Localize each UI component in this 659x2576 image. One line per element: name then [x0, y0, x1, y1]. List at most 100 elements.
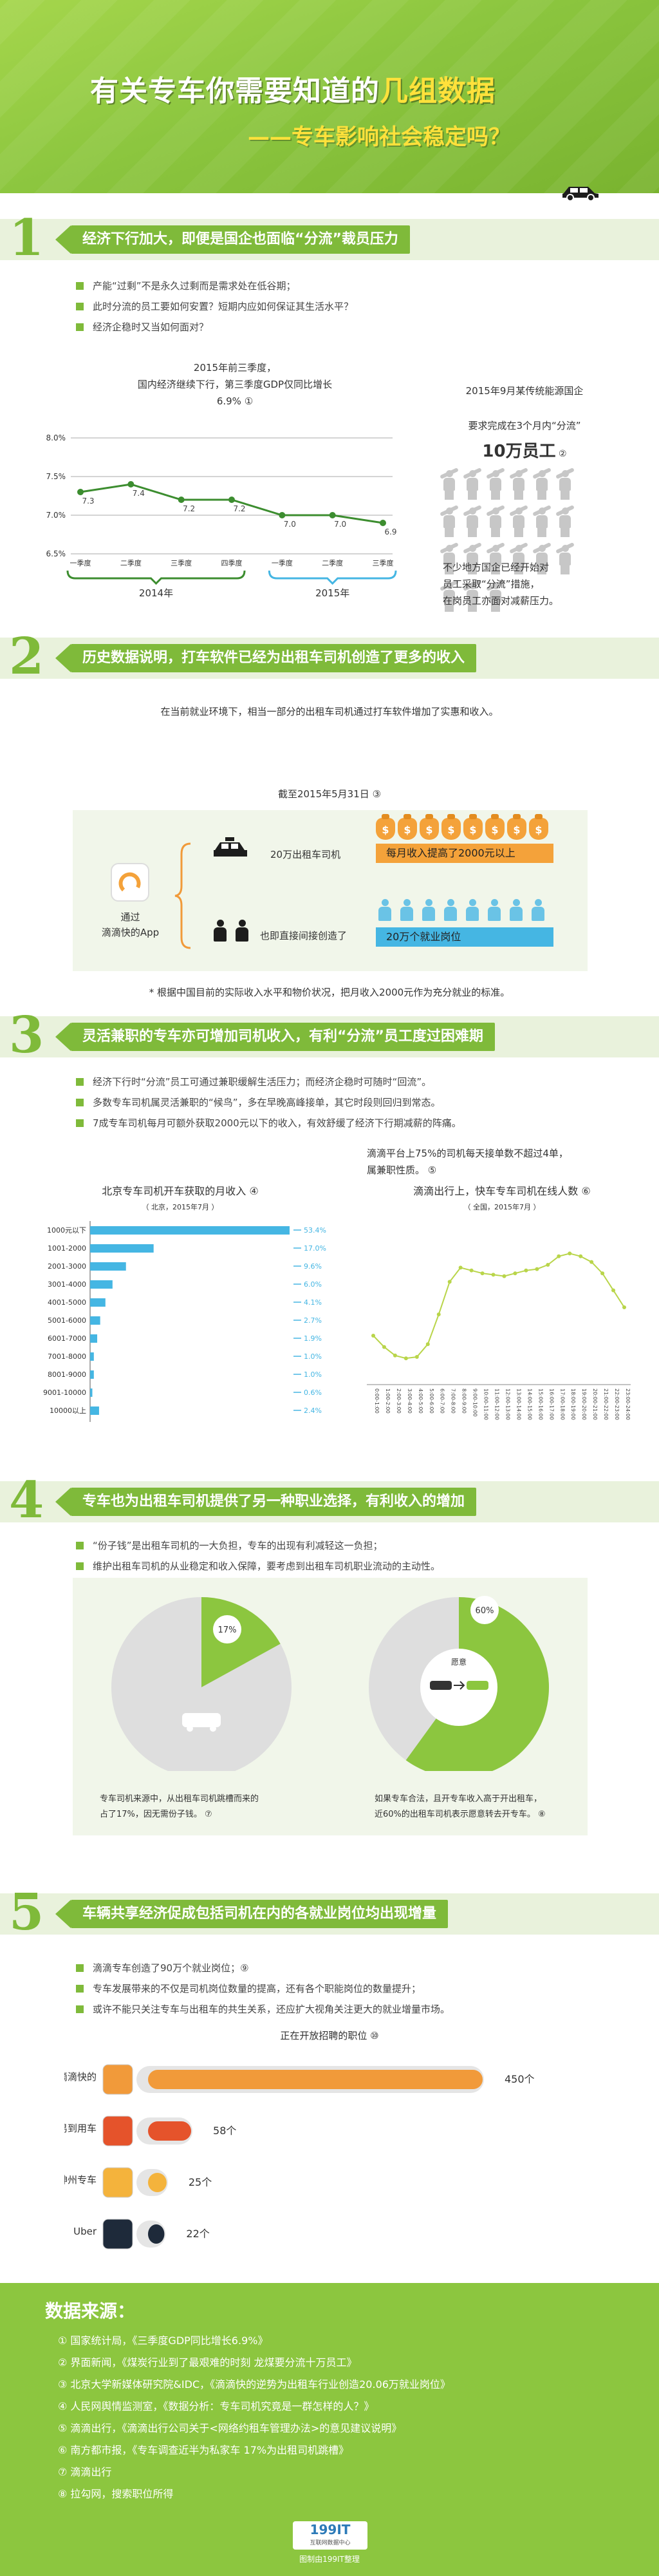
y-tick-label: 7.0% [46, 511, 66, 520]
data-label: 7.0 [334, 520, 346, 529]
person-icon [440, 542, 459, 576]
brand-logo: 199IT 互联网数据中心 [293, 2521, 367, 2550]
x-tick-label: 16:00-17:00 [548, 1388, 554, 1420]
company-value: 22个 [186, 2228, 209, 2240]
taxi-wheel [210, 1725, 216, 1732]
data-point [458, 1265, 463, 1270]
income-bar [90, 1226, 290, 1235]
income-bar [90, 1352, 94, 1361]
person-icon [509, 467, 528, 501]
data-label: 7.2 [233, 504, 245, 513]
data-point [329, 512, 336, 518]
person-icon [486, 467, 505, 501]
car-icon [467, 1681, 488, 1690]
worker-icon [420, 899, 438, 923]
person-icon [555, 504, 575, 538]
person-icon [532, 467, 552, 501]
online-series-line [373, 1253, 625, 1359]
person-icon [463, 504, 482, 538]
pie-charts: 17% 60% 愿意 [111, 1596, 549, 1771]
bar-value-label: 9.6% [304, 1262, 322, 1271]
list-item: 此时分流的员工要如何安置？短期内应如何保证其生活水平？ [76, 296, 353, 317]
x-tick-label: 5:00-6:00 [429, 1388, 434, 1414]
section-1-bullets: 产能“过剩”不是永久过剩而是需求处在低谷期； 此时分流的员工要如何安置？短期内应… [76, 276, 353, 337]
bar-value-label: 1.9% [304, 1334, 322, 1343]
x-tick-label: 20:00-21:00 [592, 1388, 598, 1420]
data-point [279, 512, 286, 518]
bar-value-label: 0.6% [304, 1388, 322, 1397]
x-tick-label: 四季度 [221, 558, 243, 567]
data-label: 6.9 [384, 527, 396, 536]
bar-category-label: 3001-4000 [48, 1280, 86, 1289]
staff-count: 10万员工 ② [482, 442, 567, 461]
income-bar [90, 1262, 126, 1271]
section-3-title: 灵活兼职的专车亦可增加司机收入，有利“分流”员工度过困难期 [55, 1023, 495, 1051]
bar-value-label: 2.7% [304, 1316, 322, 1325]
list-item: 或许不能只关注专车与出租车的共生关系，还应扩大视角关注更大的就业增量市场。 [76, 1999, 450, 2020]
subtitle: ——专车影响社会稳定吗？ [248, 124, 510, 150]
company-name: 易到用车 [64, 2123, 97, 2134]
main-title: 有关专车你需要知道的几组数据 [90, 75, 496, 108]
list-item: 产能“过剩”不是永久过剩而是需求处在低谷期； [76, 276, 353, 296]
person-icon [486, 542, 505, 576]
pie1-label: 17% [218, 1625, 237, 1635]
credit: 图制由199IT整理 [299, 2555, 360, 2564]
group-brace-2015 [268, 570, 397, 585]
money-bag-icon: $ [485, 814, 505, 840]
footer-sources: 数据来源： ① 国家统计局，《三季度GDP同比增长6.9%》 ② 界面新闻，《煤… [0, 2283, 659, 2576]
header-banner: 有关专车你需要知道的几组数据 ——专车影响社会稳定吗？ [0, 0, 659, 193]
data-point [425, 1342, 430, 1347]
person-icon [555, 542, 575, 576]
source-item: ④ 人民网舆情监测室，《数据分析：专车司机究竟是一群怎样的人？》 [58, 2400, 375, 2412]
people-grid [438, 467, 599, 620]
money-bag-icon: $ [420, 814, 439, 840]
x-tick-label: 18:00-19:00 [570, 1388, 576, 1420]
gdp-chart-caption: 2015年前三季度， 国内经济继续下行，第三季度GDP仅同比增长6.9% ① [137, 362, 333, 407]
income-bar: 每月收入提高了2000元以上 [376, 844, 553, 863]
x-tick-label: 二季度 [120, 558, 142, 567]
company-logo-icon [102, 2064, 133, 2095]
section-2-number: 2 [9, 627, 44, 686]
y-tick-label: 6.5% [46, 549, 66, 558]
jobs-bar: 20万个就业岗位 [376, 927, 553, 947]
data-point [502, 1274, 506, 1278]
income-bar [90, 1388, 93, 1397]
data-point [228, 497, 235, 503]
taxi-icon [430, 1681, 452, 1690]
data-point [622, 1305, 626, 1309]
bar-category-label: 2001-3000 [48, 1262, 86, 1271]
section-4-number: 4 [9, 1471, 44, 1530]
data-point [491, 1273, 496, 1277]
data-point [436, 1312, 441, 1316]
bar-category-label: 4001-5000 [48, 1298, 86, 1307]
income-bar [90, 1316, 100, 1325]
data-point [480, 1271, 485, 1276]
data-point [600, 1271, 605, 1276]
section-5-title: 车辆共享经济促成包括司机在内的各就业岗位均出现增量 [55, 1900, 449, 1928]
x-tick-label: 一季度 [70, 558, 91, 567]
brace-icon [174, 842, 191, 949]
money-bag-icon: $ [398, 814, 417, 840]
x-tick-label: 23:00-24:00 [625, 1388, 631, 1420]
x-tick-label: 1:00-2:00 [385, 1388, 391, 1414]
data-point [127, 481, 135, 488]
data-point [546, 1263, 550, 1267]
list-item: 多数专车司机属灵活兼职的“候鸟”，多在早晚高峰接单，其它时段则回归到常态。 [76, 1092, 461, 1113]
pie1-badge [213, 1615, 241, 1643]
right-note: 滴滴平台上75%的司机每天接单数不超过4单， 属兼职性质。 ⑤ [367, 1148, 568, 1176]
company-value: 58个 [213, 2125, 236, 2137]
data-point [469, 1268, 474, 1273]
pie2-caption: 如果专车合法，且开专车收入高于开出租车， 近60%的出租车司机表示愿意转去开专车。… [375, 1794, 546, 1819]
x-tick-label: 21:00-22:00 [603, 1388, 609, 1420]
worker-icon [376, 899, 394, 923]
x-tick-label: 三季度 [373, 558, 394, 567]
job-people [376, 899, 562, 926]
x-tick-label: 17:00-18:00 [559, 1388, 565, 1420]
list-item: 经济企稳时又当如何面对？ [76, 317, 353, 337]
company-name: 神州专车 [64, 2174, 97, 2186]
data-label: 7.4 [133, 489, 145, 498]
worker-icon [529, 899, 547, 923]
company-bar [148, 2070, 483, 2089]
data-label: 7.3 [82, 497, 94, 506]
source-item: ② 界面新闻，《煤炭行业到了最艰难的时刻 龙煤要分流十万员工》 [58, 2356, 357, 2369]
